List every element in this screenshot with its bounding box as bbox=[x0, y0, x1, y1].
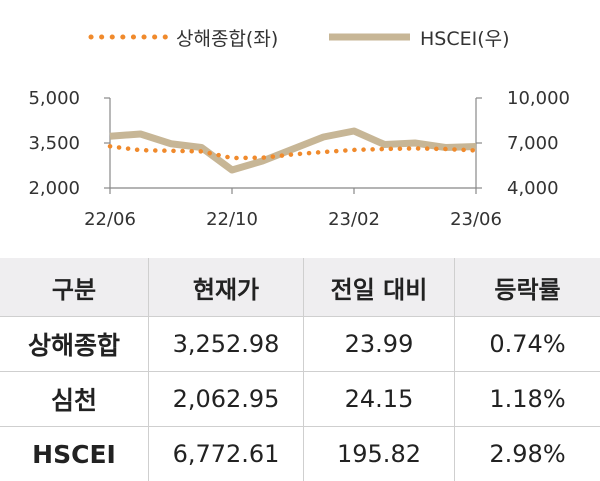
cell-change: 24.15 bbox=[304, 372, 455, 427]
legend-item-shanghai: 상해종합(좌) bbox=[88, 22, 278, 52]
line-chart: 5,000 3,500 2,000 10,000 7,000 4,000 22/06 22/1… bbox=[0, 70, 600, 240]
cell-change-rate: 2.98% bbox=[455, 427, 600, 481]
legend-marker-solid-line bbox=[327, 31, 412, 43]
table-row: 상해종합 3,252.98 23.99 0.74% bbox=[0, 317, 600, 372]
header-category: 구분 bbox=[0, 258, 149, 317]
row-label: 상해종합 bbox=[0, 317, 149, 372]
table-row: 심천 2,062.95 24.15 1.18% bbox=[0, 372, 600, 427]
row-label: 심천 bbox=[0, 372, 149, 427]
row-label: HSCEI bbox=[0, 427, 149, 481]
cell-change: 23.99 bbox=[304, 317, 455, 372]
header-price: 현재가 bbox=[149, 258, 304, 317]
cell-price: 2,062.95 bbox=[149, 372, 304, 427]
cell-price: 6,772.61 bbox=[149, 427, 304, 481]
y-right-tick-label: 10,000 bbox=[507, 88, 570, 109]
y-right-tick-label: 7,000 bbox=[507, 133, 559, 154]
cell-change: 195.82 bbox=[304, 427, 455, 481]
table-row: HSCEI 6,772.61 195.82 2.98% bbox=[0, 427, 600, 481]
y-left-tick-label: 3,500 bbox=[28, 133, 80, 154]
cell-change-rate: 0.74% bbox=[455, 317, 600, 372]
index-table: 구분 현재가 전일 대비 등락률 상해종합 3,252.98 23.99 0.7… bbox=[0, 258, 600, 481]
x-tick-label: 22/06 bbox=[84, 209, 136, 230]
cell-price: 3,252.98 bbox=[149, 317, 304, 372]
legend-item-hscei: HSCEI(우) bbox=[327, 22, 510, 52]
x-tick-label: 22/10 bbox=[206, 209, 258, 230]
cell-change-rate: 1.18% bbox=[455, 372, 600, 427]
header-change: 전일 대비 bbox=[304, 258, 455, 317]
table-header-row: 구분 현재가 전일 대비 등락률 bbox=[0, 258, 600, 317]
x-tick-label: 23/02 bbox=[328, 209, 380, 230]
legend-label-shanghai: 상해종합(좌) bbox=[176, 24, 278, 51]
legend-label-hscei: HSCEI(우) bbox=[420, 24, 510, 51]
y-left-tick-label: 5,000 bbox=[28, 88, 80, 109]
y-left-tick-label: 2,000 bbox=[28, 178, 80, 199]
y-right-tick-label: 4,000 bbox=[507, 178, 559, 199]
x-tick-label: 23/06 bbox=[450, 209, 502, 230]
header-change-rate: 등락률 bbox=[455, 258, 600, 317]
chart-series bbox=[110, 131, 476, 170]
chart-legend: 상해종합(좌) HSCEI(우) bbox=[0, 22, 600, 52]
legend-marker-dotted-line bbox=[88, 31, 168, 43]
